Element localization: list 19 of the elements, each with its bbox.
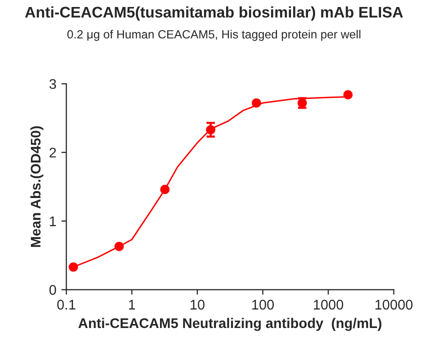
y-tick-label: 0	[49, 285, 56, 295]
x-tick-label: 100	[252, 300, 274, 310]
chart-subtitle: 0.2 μg of Human CEACAM5, His tagged protein per well	[67, 30, 360, 41]
point	[114, 242, 124, 252]
y-tick-label: 3	[49, 79, 56, 89]
x-tick-label: 10	[190, 300, 204, 310]
x-axis-title: Anti-CEACAM5 Neutralizing antibody (ng/mL)	[78, 318, 382, 331]
chart-title: Anti-CEACAM5(tusamitamab biosimilar) mAb ELISA	[25, 6, 403, 21]
x-tick-label: 1000	[314, 300, 344, 310]
y-tick-label: 2	[50, 148, 56, 158]
y-axis-title: Mean Abs.(OD450)	[30, 126, 44, 247]
y-tick-label: 1	[50, 216, 56, 226]
x-tick-label: 10000	[376, 300, 413, 310]
point	[160, 184, 170, 194]
x-tick-label: 1	[129, 300, 136, 310]
x-tick-label: 0.1	[57, 300, 76, 310]
point	[68, 262, 78, 272]
point	[252, 98, 262, 108]
point	[343, 90, 353, 100]
